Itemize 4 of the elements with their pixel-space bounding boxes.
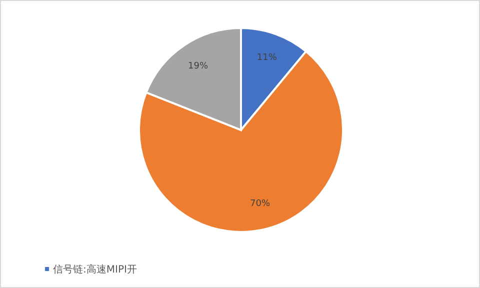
data-label: 11% [256, 53, 278, 64]
data-label: 19% [188, 62, 208, 72]
legend-label: 信号链:高速MIPI开 [53, 264, 137, 276]
data-label: 70% [250, 199, 270, 210]
